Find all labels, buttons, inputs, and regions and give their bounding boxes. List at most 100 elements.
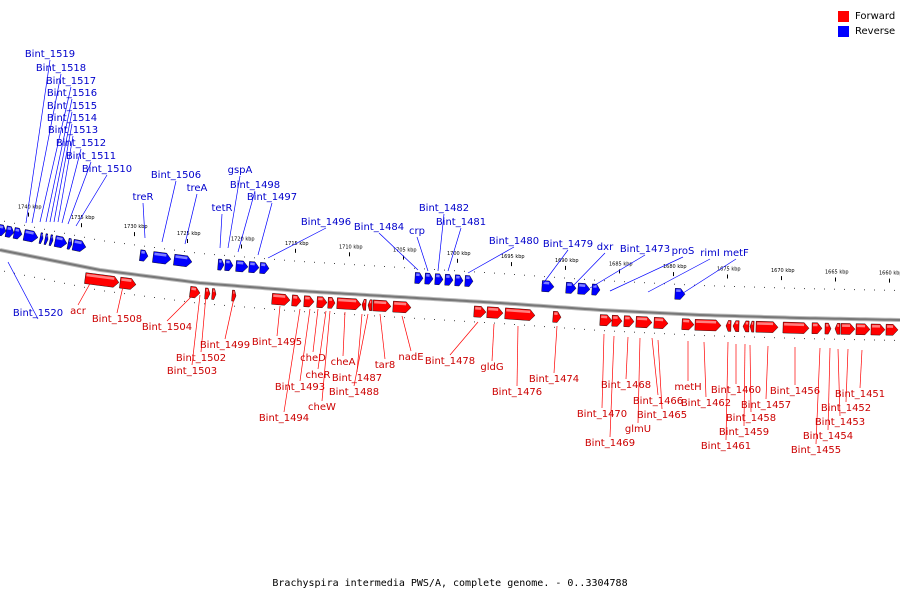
forward-gene-arrow — [189, 286, 201, 299]
track-dot-upper — [714, 285, 715, 287]
gene-name: tar8 — [375, 360, 396, 371]
gene-name: Bint_1503 — [167, 366, 217, 377]
gene-name: Bint_1451 — [835, 389, 885, 400]
gene-name: Bint_1487 — [332, 373, 382, 384]
track-dot-lower — [544, 326, 545, 328]
track-dot-upper — [344, 263, 345, 265]
gene-label: Bint_1465 — [637, 339, 687, 421]
kbp-label: 1705 kbp — [393, 248, 417, 254]
track-dot-upper — [304, 261, 305, 263]
gene-label: Bint_1453 — [815, 348, 865, 428]
gene-arrow-highlight — [394, 302, 407, 306]
track-dot-lower — [364, 314, 365, 316]
kbp-label: 1725 kbp — [177, 231, 201, 237]
gene-label: Bint_1508 — [92, 281, 142, 325]
gene-name: Bint_1498 — [230, 180, 280, 191]
gene-name: Bint_1459 — [719, 427, 769, 438]
gene-label: rimI — [647, 248, 720, 293]
gene-arrow-shape — [217, 258, 225, 271]
leader-line — [299, 308, 311, 382]
kbp-tick — [187, 239, 188, 243]
gene-name: Bint_1502 — [176, 353, 226, 364]
leader-line — [116, 281, 125, 314]
leader-line — [553, 325, 558, 374]
kbp-label: 1700 kbp — [447, 251, 471, 257]
track-dot-lower — [334, 313, 335, 314]
gene-arrow-shape — [22, 229, 39, 243]
gene-label: Bint_1452 — [821, 348, 871, 414]
leader-line — [447, 227, 462, 272]
gene-arrow-highlight — [338, 298, 357, 303]
track-dot-upper — [634, 281, 635, 283]
track-dot-lower — [234, 305, 235, 307]
reverse-gene-arrow — [434, 273, 444, 286]
reverse-gene-arrow — [224, 259, 234, 272]
track-dot-lower — [484, 322, 485, 323]
gene-name: Bint_1454 — [803, 431, 853, 442]
forward-gene-arrow — [681, 318, 695, 331]
gene-arrow-highlight — [751, 322, 754, 325]
gene-name: Bint_1456 — [770, 386, 820, 397]
track-dot-lower — [174, 299, 175, 301]
gene-arrow-highlight — [872, 324, 881, 328]
forward-swatch — [838, 11, 849, 22]
gene-label: Bint_1468 — [601, 336, 651, 391]
gene-name: tetR — [212, 203, 233, 214]
gene-label: Bint_1474 — [529, 325, 579, 385]
reverse-gene-arrow — [12, 227, 23, 240]
gene-label: Bint_1456 — [770, 347, 820, 397]
forward-gene-arrow — [361, 299, 367, 311]
kbp-tick — [727, 274, 728, 279]
track-dot-lower — [284, 309, 285, 311]
gene-label: cheW — [308, 310, 336, 413]
gene-arrow-highlight — [226, 260, 230, 264]
gene-label: treR — [133, 192, 154, 239]
track-dot-upper — [434, 269, 435, 270]
gene-name: Bint_1481 — [436, 217, 486, 228]
gene-arrow-highlight — [318, 297, 323, 301]
gene-name: Bint_1518 — [36, 63, 86, 74]
track-dot-lower — [664, 333, 665, 335]
forward-gene-arrow — [840, 323, 856, 335]
leader-line — [589, 254, 646, 289]
leader-line — [267, 227, 327, 259]
track-dot-lower — [654, 332, 655, 334]
gene-name: Bint_1520 — [13, 308, 63, 319]
gene-name: Bint_1496 — [301, 217, 351, 228]
leader-line — [321, 310, 331, 402]
gene-arrow-highlight — [69, 239, 72, 243]
gene-label: Bint_1506 — [151, 170, 201, 243]
track-dot-lower — [874, 339, 875, 341]
gene-name: Bint_1499 — [200, 340, 250, 351]
track-dot-upper — [474, 271, 475, 273]
track-dot-upper — [254, 257, 255, 259]
forward-gene-arrow — [870, 323, 886, 336]
track-dot-upper — [334, 263, 335, 264]
gene-arrow-highlight — [175, 255, 188, 260]
gene-arrow-highlight — [579, 284, 586, 287]
gene-name: nadE — [398, 352, 423, 363]
track-dot-lower — [624, 331, 625, 333]
gene-label: Bint_1512 — [56, 138, 106, 224]
track-dot-upper — [874, 289, 875, 291]
track-dot-upper — [154, 247, 155, 248]
track-dot-lower — [344, 313, 345, 315]
leader-line — [743, 343, 746, 427]
gene-arrow-highlight — [506, 308, 531, 314]
gene-name: Bint_1476 — [492, 387, 542, 398]
kbp-label: 1660 kbp — [879, 271, 900, 277]
track-dot-lower — [424, 318, 425, 320]
kbp-label: 1740 kbp — [18, 205, 42, 211]
leader-line — [601, 333, 605, 409]
gene-name: cheR — [306, 370, 331, 381]
track-dot-upper — [724, 285, 725, 287]
gene-name: Bint_1514 — [47, 113, 97, 124]
forward-gene-arrow — [725, 320, 732, 332]
leader-line — [437, 213, 445, 272]
gene-label: Bint_1518 — [31, 63, 86, 224]
leader-line — [219, 213, 223, 249]
gene-label: Bint_1494 — [259, 308, 309, 424]
gene-label: Bint_1451 — [835, 349, 885, 400]
gene-arrow-highlight — [696, 320, 717, 324]
gene-label: proS — [609, 246, 694, 292]
